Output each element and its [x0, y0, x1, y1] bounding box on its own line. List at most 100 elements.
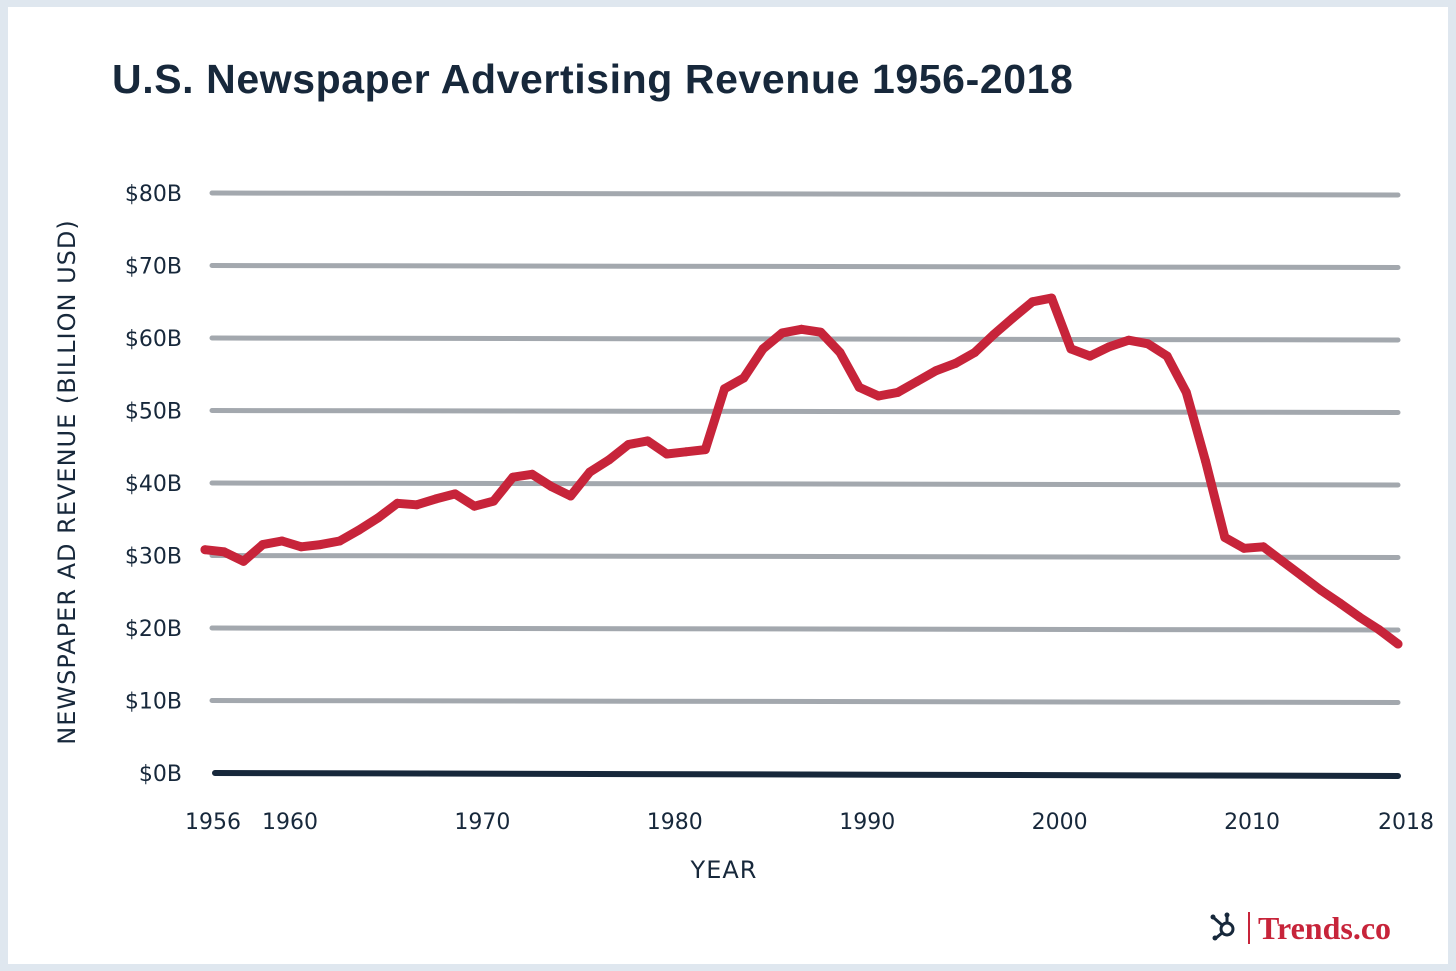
- y-tick-label: $60B: [125, 327, 182, 352]
- data-point: [1374, 625, 1384, 634]
- data-point: [239, 556, 248, 566]
- hubspot-sprocket-icon: [1208, 911, 1238, 946]
- chart-title: U.S. Newspaper Advertising Revenue 1956-…: [112, 56, 1074, 102]
- data-point: [546, 482, 556, 492]
- x-tick-label: 2018: [1378, 810, 1434, 835]
- data-point: [450, 489, 460, 499]
- x-tick-label: 2010: [1224, 810, 1280, 835]
- data-point: [1008, 313, 1018, 323]
- data-point: [758, 344, 768, 354]
- data-points: [200, 293, 1403, 649]
- grid-lines: [209, 190, 1401, 705]
- data-point: [1258, 542, 1268, 552]
- brand-name: Trends.co: [1258, 909, 1392, 946]
- data-point: [373, 513, 383, 523]
- y-axis-title: NEWSPAPER AD REVENUE (BILLION USD): [53, 219, 81, 744]
- x-axis-title: YEAR: [690, 856, 758, 884]
- x-tick-label: 1990: [839, 810, 895, 835]
- y-tick-label: $40B: [125, 472, 182, 497]
- data-point: [1393, 639, 1403, 649]
- data-point: [1124, 335, 1134, 345]
- data-point: [431, 494, 441, 504]
- data-point: [1085, 351, 1095, 361]
- data-point: [912, 377, 922, 386]
- data-point: [643, 436, 653, 446]
- data-point: [508, 472, 518, 482]
- gridline-20: [209, 625, 1401, 633]
- x-tick-label: 1960: [262, 810, 318, 835]
- gridline-80: [209, 190, 1401, 198]
- data-point: [200, 545, 210, 555]
- data-point: [296, 542, 306, 552]
- data-point: [989, 329, 999, 339]
- data-point: [623, 440, 633, 450]
- data-point: [700, 445, 710, 455]
- series-line-ad-revenue: [200, 293, 1403, 649]
- data-point: [1297, 571, 1307, 581]
- data-point: [219, 547, 229, 557]
- data-point: [816, 327, 826, 337]
- data-point: [1027, 297, 1037, 307]
- data-point: [835, 348, 845, 357]
- data-point: [931, 366, 941, 376]
- data-point: [681, 447, 691, 457]
- data-point: [854, 382, 864, 392]
- y-tick-label: $10B: [125, 690, 182, 715]
- brand-divider: [1248, 912, 1250, 944]
- data-point: [1335, 598, 1345, 608]
- data-point: [1278, 556, 1287, 566]
- data-point: [662, 449, 672, 459]
- data-point: [797, 324, 806, 334]
- data-point: [1047, 293, 1057, 303]
- data-point: [970, 348, 980, 357]
- data-point: [527, 469, 537, 479]
- data-point: [777, 328, 787, 338]
- data-point: [1220, 532, 1230, 542]
- data-point: [585, 467, 595, 477]
- data-point: [1104, 342, 1114, 352]
- data-point: [1181, 387, 1191, 397]
- y-tick-label: $70B: [125, 255, 182, 280]
- data-point: [1316, 585, 1326, 595]
- data-point: [392, 498, 402, 508]
- data-point: [1162, 351, 1172, 361]
- gridline-60: [209, 335, 1401, 343]
- data-point: [720, 384, 729, 394]
- data-point: [258, 540, 268, 550]
- data-point: [277, 536, 287, 546]
- gridline-30: [209, 553, 1401, 560]
- data-point: [874, 391, 883, 401]
- data-point: [604, 455, 614, 465]
- y-axis-tick-labels: $0B $10B $20B $30B $40B $50B $60B $70B $80B: [125, 182, 182, 787]
- x-tick-label: 1970: [454, 810, 510, 835]
- data-point: [469, 501, 479, 511]
- y-tick-label: $50B: [125, 400, 182, 425]
- gridline-10: [209, 698, 1401, 705]
- y-tick-label: $30B: [125, 545, 182, 570]
- x-tick-label: 1980: [647, 810, 703, 835]
- y-tick-label: $0B: [139, 762, 182, 787]
- y-tick-label: $80B: [125, 182, 182, 207]
- x-tick-label: 1956: [185, 810, 241, 835]
- data-point: [354, 525, 364, 535]
- x-tick-label: 2000: [1032, 810, 1088, 835]
- gridline-40: [209, 480, 1401, 488]
- data-point: [739, 373, 749, 383]
- data-point: [1355, 612, 1364, 622]
- brand-logo: Trends.co: [1208, 906, 1391, 950]
- data-point: [489, 496, 499, 506]
- data-point: [335, 536, 345, 546]
- data-point: [412, 500, 422, 510]
- data-point: [1066, 344, 1076, 354]
- data-point: [566, 491, 576, 501]
- data-point: [1239, 543, 1249, 553]
- x-axis-tick-labels: 1956 1960 1970 1980 1990 2000 2010 2018: [185, 810, 1434, 835]
- data-point: [1201, 456, 1211, 466]
- gridline-50: [209, 408, 1401, 415]
- data-point: [893, 387, 903, 397]
- y-tick-label: $20B: [125, 617, 182, 642]
- data-point: [950, 358, 960, 368]
- gridline-70: [209, 263, 1401, 270]
- data-point: [316, 540, 325, 550]
